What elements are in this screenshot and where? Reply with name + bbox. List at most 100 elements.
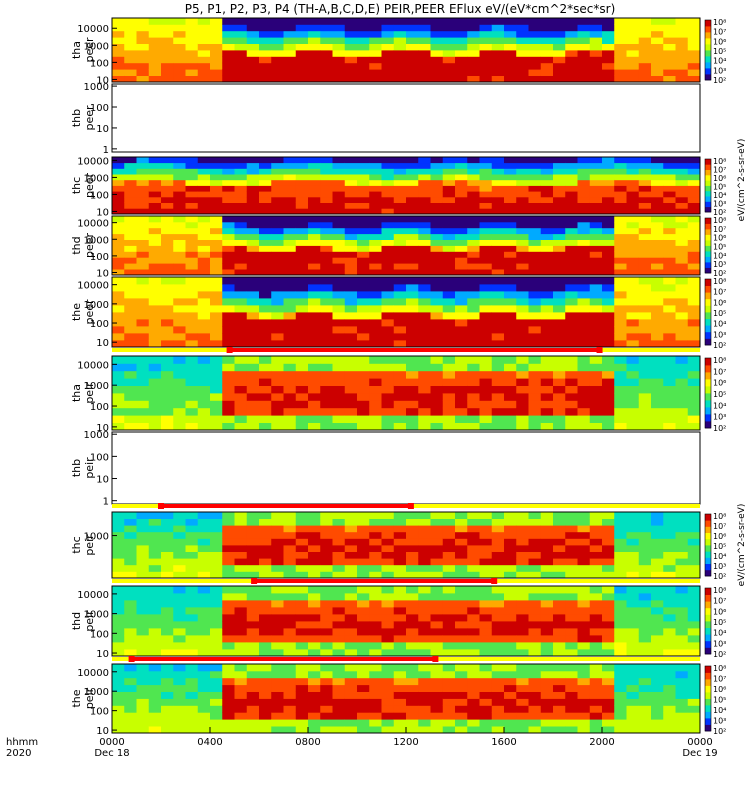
spectrogram-cell <box>136 75 150 83</box>
spectrogram-cell <box>148 221 162 229</box>
spectrogram-cell <box>516 621 529 629</box>
spectrogram-cell <box>504 531 517 539</box>
spectrogram-cell <box>614 277 627 285</box>
spectrogram-cell <box>663 415 676 423</box>
spectrogram-cell <box>565 319 578 327</box>
spectrogram-cell <box>246 614 260 622</box>
spectrogram-cell <box>528 62 542 70</box>
spectrogram-cell <box>344 56 358 64</box>
spectrogram-cell <box>638 269 652 276</box>
spectrogram-cell <box>467 157 480 164</box>
spectrogram-cell <box>369 649 382 657</box>
spectrogram-cell <box>626 257 640 264</box>
spectrogram-cell <box>271 30 284 38</box>
spectrogram-cell <box>663 75 676 83</box>
spectrogram-cell <box>442 284 456 292</box>
spectrogram-cell <box>393 691 407 699</box>
spectrogram-cell <box>369 157 382 164</box>
panel-border <box>111 585 701 657</box>
spectrogram-cell <box>479 664 493 672</box>
spectrogram-cell <box>430 614 444 622</box>
spectrogram-cell <box>210 340 223 348</box>
colorbar-tick-label: 10⁶ <box>713 685 726 694</box>
spectrogram-cell <box>295 607 309 615</box>
spectrogram-cell <box>259 422 272 431</box>
spectrogram-cell <box>308 370 321 379</box>
spectrogram-cell <box>577 356 591 364</box>
spectrogram-cell <box>161 277 174 285</box>
spectrogram-cell <box>651 614 664 622</box>
spectrogram-cell <box>320 571 333 579</box>
spectrogram-cell <box>197 179 211 186</box>
spectrogram-cell <box>675 393 689 401</box>
spectrogram-cell <box>161 378 174 386</box>
spectrogram-cell <box>124 558 137 566</box>
spectrogram-cell <box>173 607 186 615</box>
spectrogram-cell <box>308 545 321 552</box>
spectrogram-cell <box>344 664 358 672</box>
spectrogram-cell <box>504 239 517 246</box>
spectrogram-cell <box>516 558 529 566</box>
spectrogram-cell <box>259 291 272 299</box>
spectrogram-cell <box>185 558 199 566</box>
spectrogram-cell <box>602 179 615 186</box>
spectrogram-cell <box>234 400 248 409</box>
spectrogram-cell <box>540 558 554 566</box>
spectrogram-cell <box>516 305 529 313</box>
spectrogram-cell <box>504 378 517 386</box>
spectrogram-cell <box>516 422 529 431</box>
spectrogram-cell <box>504 607 517 615</box>
spectrogram-cell <box>295 179 309 186</box>
spectrogram-cell <box>430 179 444 186</box>
spectrogram-cell <box>161 326 174 334</box>
spectrogram-cell <box>124 393 137 401</box>
panel-ylabel-line: peir <box>83 457 96 479</box>
spectrogram-cell <box>393 43 407 51</box>
spectrogram-cell <box>393 356 407 364</box>
spectrogram-cell <box>467 642 480 650</box>
spectrogram-cell <box>222 202 235 209</box>
spectrogram-cell <box>222 277 235 285</box>
spectrogram-cell <box>283 227 297 235</box>
spectrogram-cell <box>491 298 505 306</box>
spectrogram-cell <box>332 333 346 341</box>
spectrogram-cell <box>553 298 566 306</box>
spectrogram-cell <box>467 30 480 38</box>
spectrogram-cell <box>687 571 701 579</box>
spectrogram-cell <box>491 518 505 526</box>
spectrogram-cell <box>663 305 676 313</box>
spectrogram-cell <box>210 551 223 559</box>
spectrogram-cell <box>148 664 162 672</box>
spectrogram-cell <box>675 37 689 44</box>
spectrogram-cell <box>418 69 431 76</box>
spectrogram-cell <box>406 305 419 313</box>
spectrogram-cell <box>185 586 199 594</box>
spectrogram-cell <box>332 191 346 198</box>
spectrogram-cell <box>614 245 627 252</box>
spectrogram-cell <box>614 664 627 672</box>
spectrogram-cell <box>577 551 591 559</box>
spectrogram-cell <box>687 628 701 636</box>
spectrogram-cell <box>602 628 615 636</box>
spectrogram-cell <box>406 642 419 650</box>
spectrogram-cell <box>222 56 235 64</box>
spectrogram-cell <box>124 635 137 643</box>
spectrogram-cell <box>344 196 358 203</box>
spectrogram-cell <box>308 356 321 364</box>
spectrogram-cell <box>516 538 529 546</box>
spectrogram-cell <box>210 191 223 198</box>
colorbar-swatch <box>705 256 711 263</box>
spectrogram-cell <box>467 363 480 372</box>
spectrogram-cell <box>381 233 395 240</box>
spectrogram-cell <box>369 298 382 306</box>
spectrogram-cell <box>295 216 309 223</box>
spectrogram-cell <box>553 531 566 539</box>
spectrogram-cell <box>675 291 689 299</box>
spectrogram-cell <box>565 538 578 546</box>
spectrogram-cell <box>418 157 431 164</box>
spectrogram-cell <box>222 677 235 686</box>
spectrogram-cell <box>136 635 150 643</box>
spectrogram-cell <box>528 571 542 579</box>
spectrogram-cell <box>283 378 297 386</box>
spectrogram-cell <box>675 245 689 252</box>
